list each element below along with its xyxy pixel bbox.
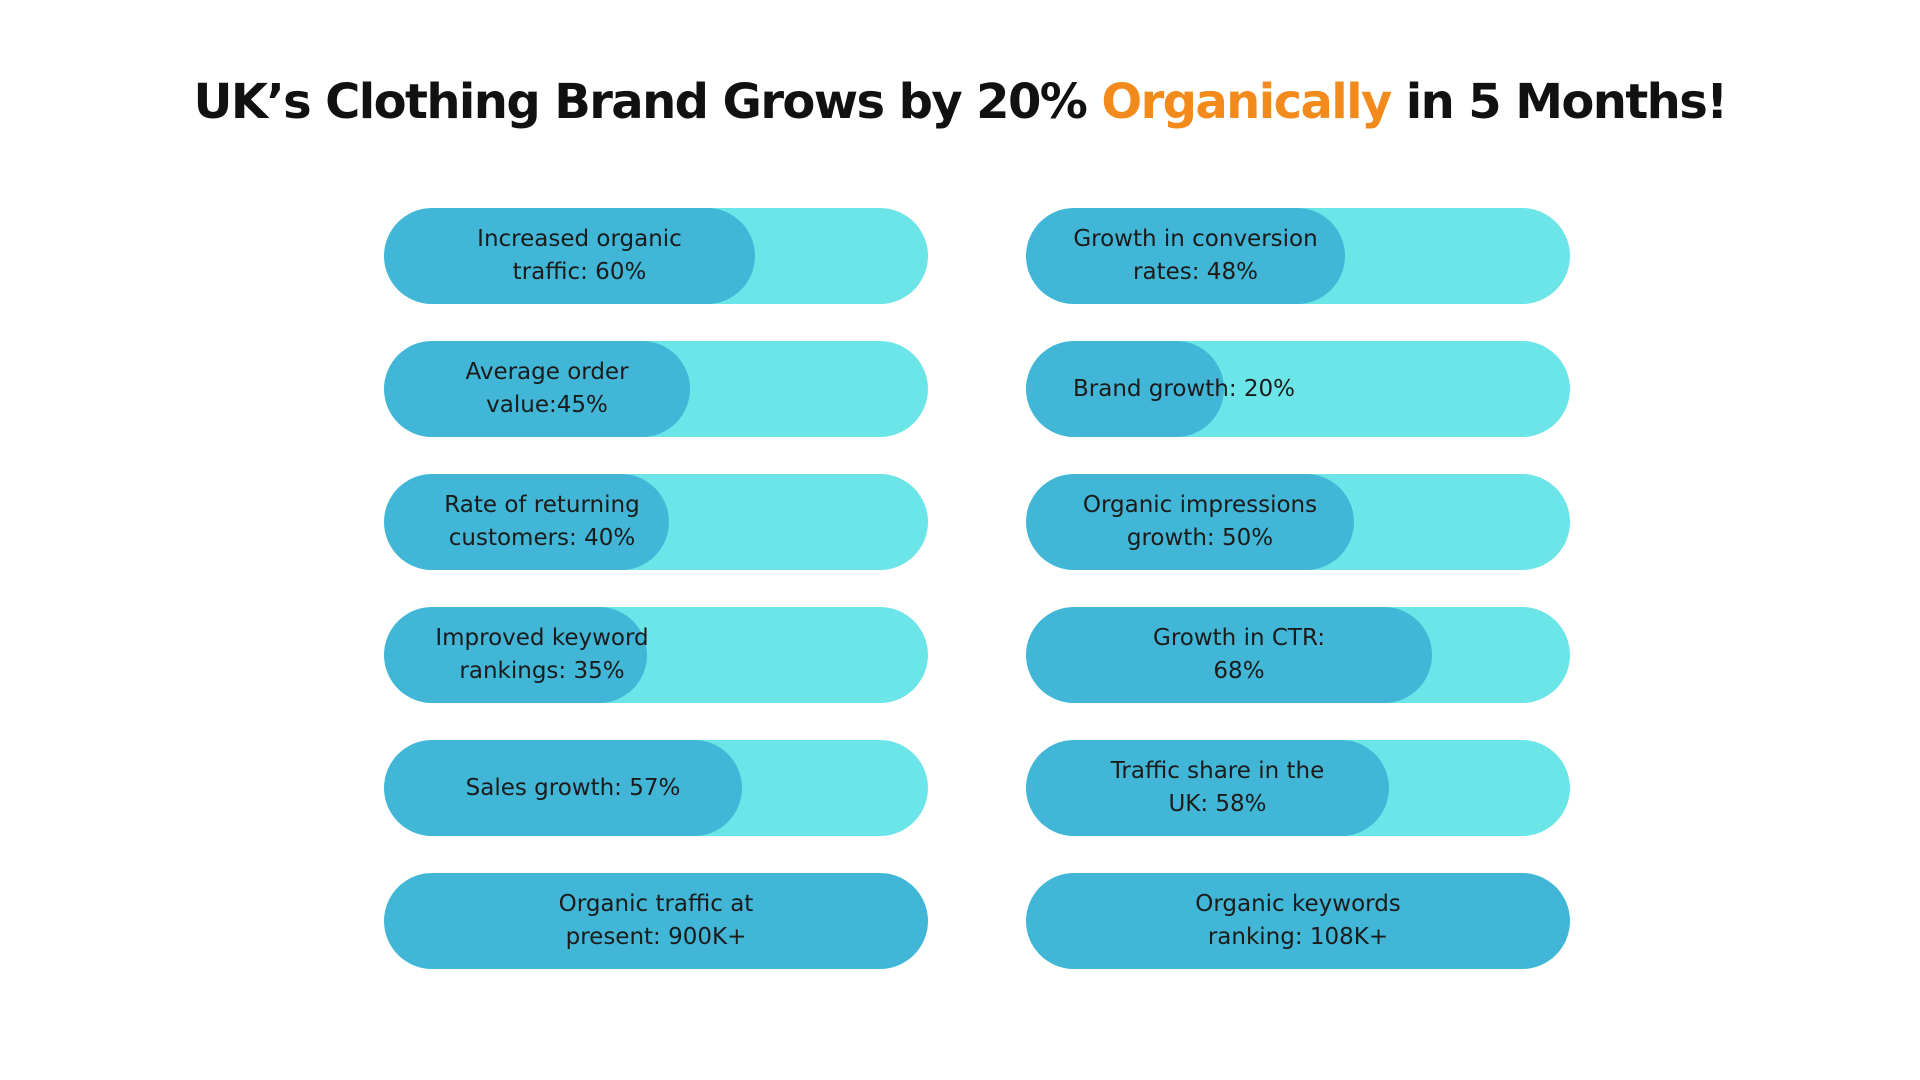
metric-bar-fill-1: [384, 208, 755, 304]
metric-bar-fill-11: [1026, 740, 1389, 836]
metric-bar-7: Growth in conversion rates: 48%: [1026, 208, 1570, 304]
page-title: UK’s Clothing Brand Grows by 20% Organic…: [0, 74, 1920, 130]
metric-bar-11: Traffic share in the UK: 58%: [1026, 740, 1570, 836]
metric-bar-fill-2: [384, 341, 690, 437]
metric-bar-6: Organic traffic at present: 900K+: [384, 873, 928, 969]
metric-bar-label-6: Organic traffic at present: 900K+: [558, 891, 754, 950]
metric-bar-label-9: Organic impressions growth: 50%: [1082, 492, 1318, 551]
metric-bar-2: Average order value:45%: [384, 341, 928, 437]
metric-bar-fill-4: [384, 607, 647, 703]
metric-bar-4: Improved keyword rankings: 35%: [384, 607, 928, 703]
metric-bar-fill-6: [384, 873, 928, 969]
metric-bar-3: Rate of returning customers: 40%: [384, 474, 928, 570]
metric-bar-label-7: Growth in conversion rates: 48%: [1073, 226, 1318, 285]
metric-bar-label-8: Brand growth: 20%: [1072, 375, 1296, 402]
metric-bar-fill-10: [1026, 607, 1432, 703]
metric-bar-fill-3: [384, 474, 669, 570]
metric-bar-1: Increased organic traffic: 60%: [384, 208, 928, 304]
metric-bar-label-10: Growth in CTR: 68%: [1153, 625, 1325, 684]
metric-bar-fill-8: [1026, 341, 1224, 437]
metric-bar-label-2: Average order value:45%: [465, 359, 629, 418]
metric-bar-10: Growth in CTR: 68%: [1026, 607, 1570, 703]
title-accent-word: Organically: [1101, 74, 1392, 130]
metric-bar-8: Brand growth: 20%: [1026, 341, 1570, 437]
metric-bar-fill-12: [1026, 873, 1570, 969]
title-part-2: in 5 Months!: [1390, 74, 1728, 130]
title-part-1: UK’s Clothing Brand Grows by 20%: [193, 74, 1102, 130]
metric-bar-label-3: Rate of returning customers: 40%: [444, 492, 640, 551]
metric-bar-fill-7: [1026, 208, 1345, 304]
metric-bar-label-11: Traffic share in the UK: 58%: [1110, 758, 1325, 817]
metric-bar-fill-9: [1026, 474, 1354, 570]
metric-bar-label-4: Improved keyword rankings: 35%: [435, 625, 649, 684]
metric-bar-5: Sales growth: 57%: [384, 740, 928, 836]
metric-bar-12: Organic keywords ranking: 108K+: [1026, 873, 1570, 969]
metric-bar-label-1: Increased organic traffic: 60%: [477, 226, 682, 285]
metric-bar-9: Organic impressions growth: 50%: [1026, 474, 1570, 570]
metric-bar-label-12: Organic keywords ranking: 108K+: [1195, 891, 1401, 950]
metric-bar-fill-5: [384, 740, 742, 836]
metric-bar-label-5: Sales growth: 57%: [465, 774, 681, 801]
